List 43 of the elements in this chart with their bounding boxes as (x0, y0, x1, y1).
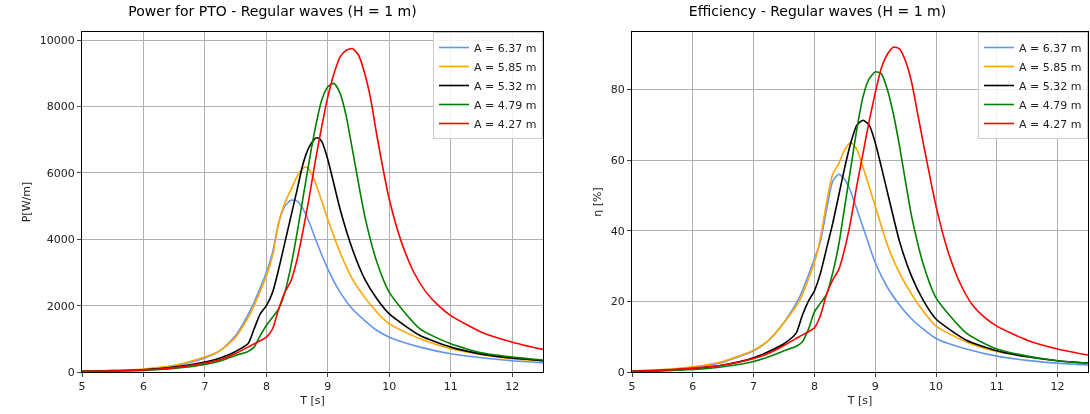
y-tick-label: 80 (610, 83, 625, 97)
legend-label: A = 4.79 m (1019, 98, 1082, 112)
y-tick-label: 0 (617, 365, 625, 379)
x-axis-title: T [s] (299, 394, 325, 408)
x-tick-label: 6 (139, 380, 147, 394)
legend-label: A = 4.27 m (1019, 117, 1082, 131)
y-axis-title: η [%] (591, 187, 605, 217)
legend-label: A = 6.37 m (474, 41, 537, 55)
y-axis-title: P[W/m] (20, 181, 34, 223)
x-tick-label: 12 (1050, 380, 1065, 394)
legend-label: A = 5.85 m (1019, 60, 1082, 74)
y-tick-label: 10000 (39, 34, 75, 48)
y-tick-label: 8000 (46, 100, 75, 114)
y-tick-label: 60 (610, 154, 625, 168)
y-tick-label: 20 (610, 295, 625, 309)
y-tick-label: 6000 (46, 166, 75, 180)
legend-label: A = 6.37 m (1019, 41, 1082, 55)
x-tick-label: 8 (262, 380, 270, 394)
legend-label: A = 5.32 m (1019, 79, 1082, 93)
legend-label: A = 4.79 m (474, 98, 537, 112)
x-tick-label: 8 (810, 380, 818, 394)
x-tick-label: 11 (989, 380, 1004, 394)
x-tick-label: 11 (443, 380, 458, 394)
x-tick-label: 9 (871, 380, 879, 394)
x-tick-label: 10 (382, 380, 397, 394)
x-tick-label: 9 (324, 380, 332, 394)
y-tick-label: 40 (610, 224, 625, 238)
legend-label: A = 4.27 m (474, 117, 537, 131)
chart-title: Efficiency - Regular waves (H = 1 m) (688, 3, 947, 20)
legend-label: A = 5.32 m (474, 79, 537, 93)
chart-title: Power for PTO - Regular waves (H = 1 m) (128, 3, 417, 20)
y-tick-label: 2000 (46, 299, 75, 313)
legend-label: A = 5.85 m (474, 60, 537, 74)
x-tick-label: 7 (750, 380, 758, 394)
x-tick-label: 6 (689, 380, 697, 394)
x-tick-label: 12 (505, 380, 520, 394)
y-tick-label: 0 (67, 365, 75, 379)
x-tick-label: 5 (78, 380, 86, 394)
y-tick-label: 4000 (46, 233, 75, 247)
x-tick-label: 5 (628, 380, 636, 394)
x-tick-label: 10 (929, 380, 943, 394)
x-axis-title: T [s] (846, 394, 873, 408)
x-tick-label: 7 (201, 380, 209, 394)
